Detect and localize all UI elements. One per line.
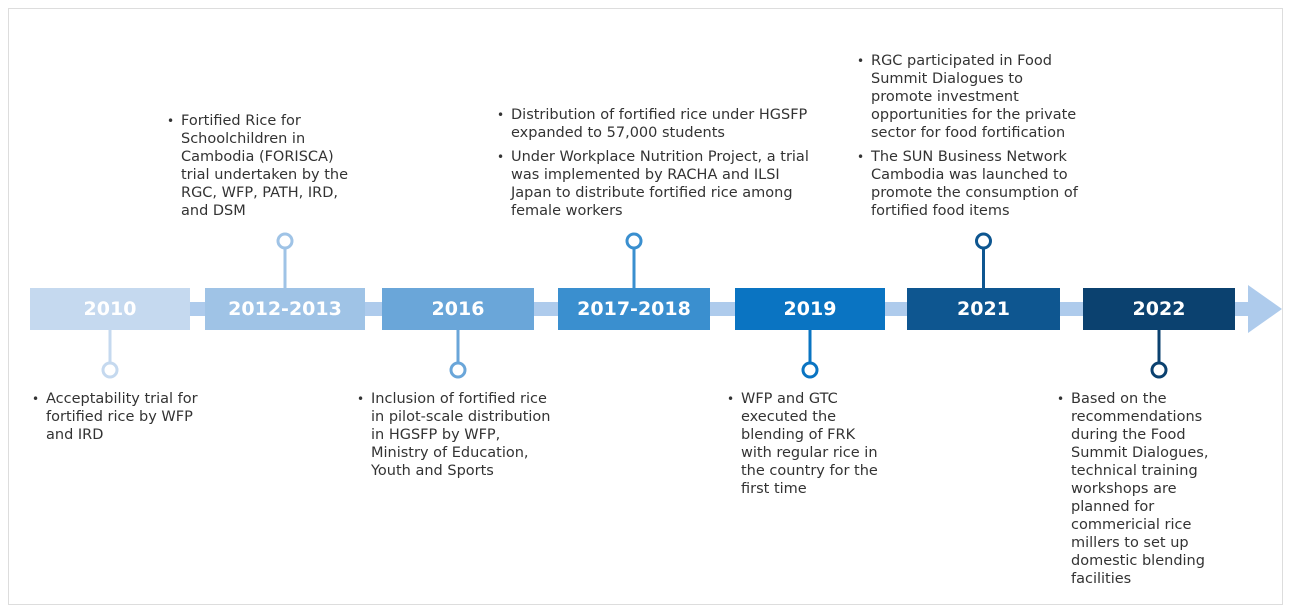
year-box: 2017-2018 bbox=[558, 288, 710, 330]
event-item: RGC participated in Food Summit Dialogue… bbox=[855, 52, 1080, 142]
year-box: 2016 bbox=[382, 288, 534, 330]
connector-dot bbox=[801, 361, 819, 379]
year-box: 2021 bbox=[907, 288, 1060, 330]
connector-dot bbox=[276, 232, 294, 250]
event-item: The SUN Business Network Cambodia was la… bbox=[855, 148, 1080, 220]
event-text: Based on the recommendations during the … bbox=[1055, 390, 1235, 594]
event-item: WFP and GTC executed the blending of FRK… bbox=[725, 390, 880, 498]
year-box: 2019 bbox=[735, 288, 885, 330]
event-text: RGC participated in Food Summit Dialogue… bbox=[855, 52, 1080, 226]
event-item: Based on the recommendations during the … bbox=[1055, 390, 1235, 588]
event-text: WFP and GTC executed the blending of FRK… bbox=[725, 390, 880, 504]
year-box: 2022 bbox=[1083, 288, 1235, 330]
year-box: 2012-2013 bbox=[205, 288, 365, 330]
arrow-head bbox=[1248, 285, 1282, 333]
connector-dot bbox=[625, 232, 643, 250]
event-text: Acceptability trial for fortified rice b… bbox=[30, 390, 200, 450]
year-box: 2010 bbox=[30, 288, 190, 330]
connector-dot bbox=[101, 361, 119, 379]
connector-dot bbox=[975, 232, 992, 250]
event-text: Distribution of fortified rice under HGS… bbox=[495, 106, 815, 226]
event-item: Distribution of fortified rice under HGS… bbox=[495, 106, 815, 142]
event-item: Fortified Rice for Schoolchildren in Cam… bbox=[165, 112, 365, 220]
event-item: Inclusion of fortified rice in pilot-sca… bbox=[355, 390, 560, 480]
event-text: Fortified Rice for Schoolchildren in Cam… bbox=[165, 112, 365, 226]
frame bbox=[8, 8, 1283, 605]
event-item: Acceptability trial for fortified rice b… bbox=[30, 390, 200, 444]
connector-dot bbox=[449, 361, 467, 379]
connector-dot bbox=[1150, 361, 1168, 379]
event-text: Inclusion of fortified rice in pilot-sca… bbox=[355, 390, 560, 486]
event-item: Under Workplace Nutrition Project, a tri… bbox=[495, 148, 815, 220]
